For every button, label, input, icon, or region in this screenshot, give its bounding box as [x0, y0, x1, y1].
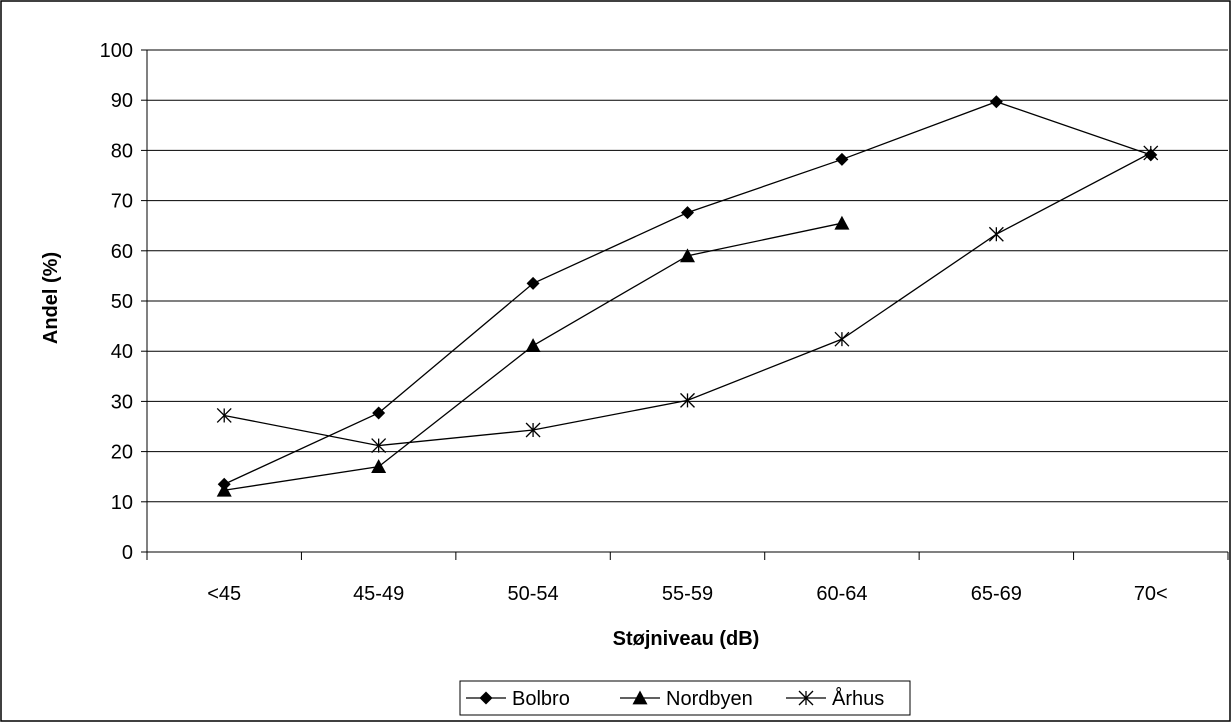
- x-axis-title: Støjniveau (dB): [613, 628, 760, 650]
- y-tick-label: 30: [111, 391, 133, 413]
- y-tick-label: 100: [100, 40, 133, 62]
- y-tick-label: 0: [122, 542, 133, 564]
- x-tick-label: 65-69: [971, 583, 1022, 605]
- data-point: [834, 215, 850, 230]
- y-tick-label: 80: [111, 140, 133, 162]
- data-point: [526, 276, 540, 290]
- y-tick-label: 90: [111, 90, 133, 112]
- data-point: [372, 406, 386, 420]
- data-point: [525, 422, 541, 438]
- data-point: [988, 226, 1004, 242]
- data-point: [680, 248, 695, 263]
- data-point: [371, 459, 387, 474]
- x-tick-label: 45-49: [353, 583, 404, 605]
- y-tick-label: 70: [111, 191, 133, 213]
- y-tick-label: 50: [111, 291, 133, 313]
- y-tick-label: 10: [111, 492, 133, 514]
- x-tick-label: 55-59: [662, 583, 713, 605]
- legend-label: Nordbyen: [666, 688, 753, 710]
- y-tick-label: 60: [111, 241, 133, 263]
- legend-item: Bolbro: [466, 688, 570, 710]
- legend-label: Århus: [832, 687, 884, 710]
- data-point: [989, 95, 1003, 109]
- axes: 0 10 20 30 40 50 60 70 80 90 100 <45 45-49 50-54 55-59…: [100, 40, 1229, 605]
- series-bolbro: [217, 95, 1158, 491]
- data-point: [681, 206, 694, 220]
- legend-item: Århus: [786, 687, 884, 710]
- series-group: [216, 95, 1159, 497]
- legend-marker: [479, 691, 493, 705]
- legend-box: [459, 680, 911, 716]
- data-point: [834, 331, 850, 347]
- x-tick-label: 60-64: [816, 583, 867, 605]
- data-point: [216, 482, 232, 497]
- x-tick-label: <45: [207, 583, 241, 605]
- data-point: [835, 152, 849, 166]
- x-tick-label: 50-54: [507, 583, 558, 605]
- legend: Bolbro Nordbyen Århus: [459, 680, 911, 716]
- x-tick-label: 70<: [1134, 583, 1168, 605]
- series-aarhus: [216, 145, 1159, 454]
- legend-marker: [632, 690, 648, 705]
- data-point: [680, 392, 695, 408]
- data-point: [525, 338, 541, 353]
- legend-label: Bolbro: [512, 688, 570, 710]
- y-tick-label: 40: [111, 341, 133, 363]
- data-point: [1143, 145, 1159, 161]
- legend-marker: [798, 690, 814, 706]
- y-tick-label: 20: [111, 442, 133, 464]
- series-nordbyen: [216, 215, 850, 497]
- y-axis-title: Andel (%): [40, 252, 62, 344]
- data-point: [216, 407, 232, 423]
- data-point: [371, 438, 387, 454]
- legend-item: Nordbyen: [620, 688, 753, 710]
